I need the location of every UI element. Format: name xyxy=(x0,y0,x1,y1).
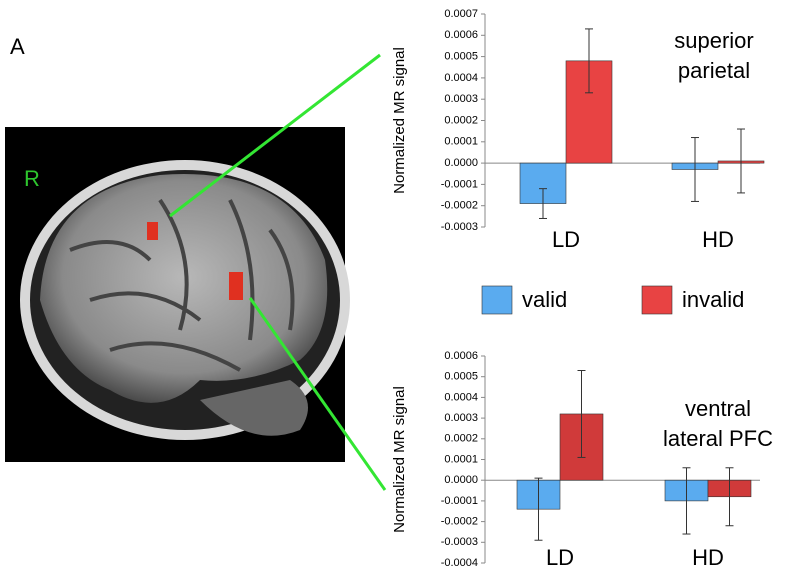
x-tick-label: HD xyxy=(702,227,734,252)
y-tick-label: 0.0000 xyxy=(444,157,478,169)
y-tick-label: 0.0003 xyxy=(444,93,478,105)
y-tick-label: 0.0007 xyxy=(444,8,478,20)
x-tick-label: LD xyxy=(552,227,580,252)
y-tick-label: -0.0004 xyxy=(441,557,478,569)
y-tick-label: -0.0002 xyxy=(441,200,478,212)
brain-image xyxy=(5,127,350,462)
y-tick-label: 0.0004 xyxy=(444,391,478,403)
y-tick-label: -0.0003 xyxy=(441,536,478,548)
y-tick-label: 0.0001 xyxy=(444,453,478,465)
y-tick-label: 0.0006 xyxy=(444,29,478,41)
y-axis-title: Normalized MR signal xyxy=(391,386,408,533)
legend-swatch xyxy=(641,285,673,315)
y-tick-label: 0.0004 xyxy=(444,72,478,84)
chart-title: ventral xyxy=(685,396,751,421)
x-tick-label: LD xyxy=(546,545,574,570)
image-label: R xyxy=(24,166,40,191)
legend-label: valid xyxy=(522,287,567,312)
chart-title: superior xyxy=(674,28,753,53)
y-tick-label: -0.0001 xyxy=(441,178,478,190)
chart-title: lateral PFC xyxy=(663,426,773,451)
connector xyxy=(169,53,381,218)
connector xyxy=(248,297,387,491)
panel-label: A xyxy=(10,34,25,59)
y-tick-label: -0.0001 xyxy=(441,495,478,507)
y-tick-label: -0.0002 xyxy=(441,516,478,528)
y-tick-label: 0.0001 xyxy=(444,136,478,148)
chart-title: parietal xyxy=(678,58,750,83)
y-tick-label: 0.0005 xyxy=(444,51,478,63)
y-tick-label: 0.0003 xyxy=(444,412,478,424)
y-tick-label: 0.0000 xyxy=(444,474,478,486)
legend-label: invalid xyxy=(682,287,744,312)
legend-swatch xyxy=(481,285,513,315)
y-tick-label: -0.0003 xyxy=(441,221,478,233)
x-tick-label: HD xyxy=(692,545,724,570)
y-tick-label: 0.0002 xyxy=(444,433,478,445)
y-axis-title: Normalized MR signal xyxy=(391,47,408,194)
y-tick-label: 0.0006 xyxy=(444,350,478,362)
y-tick-label: 0.0005 xyxy=(444,371,478,383)
y-tick-label: 0.0002 xyxy=(444,114,478,126)
